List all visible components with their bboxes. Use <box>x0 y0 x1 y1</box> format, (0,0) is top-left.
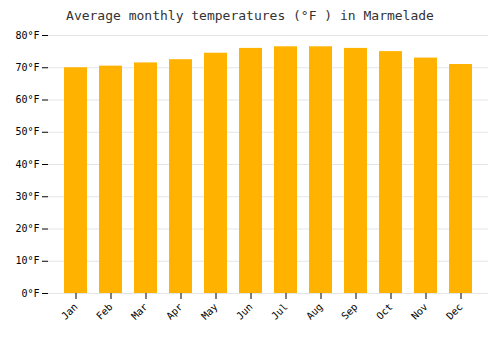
svg-text:10°F: 10°F <box>15 255 39 266</box>
svg-text:Mar: Mar <box>129 301 150 322</box>
svg-text:Jan: Jan <box>59 301 80 322</box>
svg-text:40°F: 40°F <box>15 159 39 170</box>
html-text:Average monthly temperatures (: Average monthly temperatures (°F ) in Ma… <box>66 8 434 23</box>
svg-text:Jul: Jul <box>269 301 290 322</box>
svg-text:Apr: Apr <box>164 301 185 322</box>
svg-text:Sep: Sep <box>339 301 360 322</box>
svg-text:70°F: 70°F <box>15 62 39 73</box>
svg-text:20°F: 20°F <box>15 223 39 234</box>
svg-text:0°F: 0°F <box>21 288 39 299</box>
svg-text:50°F: 50°F <box>15 126 39 137</box>
svg-text:30°F: 30°F <box>15 191 39 202</box>
svg-text:Aug: Aug <box>304 301 325 322</box>
svg-text:Jun: Jun <box>234 301 255 322</box>
svg-text:Dec: Dec <box>444 301 465 322</box>
svg-text:Oct: Oct <box>374 301 395 322</box>
svg-text:80°F: 80°F <box>15 30 39 41</box>
svg-text:Feb: Feb <box>94 301 115 322</box>
svg-text:60°F: 60°F <box>15 94 39 105</box>
svg-text:May: May <box>199 301 220 322</box>
svg-text:Nov: Nov <box>409 301 430 322</box>
